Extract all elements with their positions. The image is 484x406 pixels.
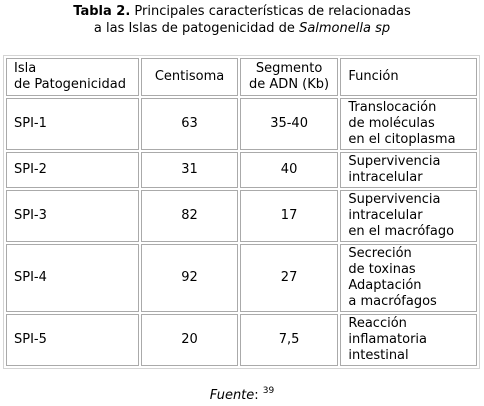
header-centisoma: Centisoma — [141, 58, 238, 96]
header-funcion: Función — [340, 58, 477, 96]
caption-line-2: a las Islas de patogenicidad de Salmonel… — [0, 20, 484, 37]
funcion-line: de moléculas — [348, 116, 435, 131]
pathogenicity-islands-table: Isla de Patogenicidad Centisoma Segmento… — [3, 55, 480, 369]
cell-isla: SPI-2 — [6, 152, 140, 188]
funcion-line: de toxinas — [348, 262, 416, 277]
table-row: SPI-4 92 27 Secreción de toxinas Adaptac… — [6, 244, 477, 312]
cell-segmento: 27 — [239, 244, 339, 312]
funcion-line: intracelular — [348, 170, 423, 185]
header-centisoma-line: Centisoma — [154, 69, 225, 84]
table-caption: Tabla 2. Principales características de … — [0, 3, 484, 37]
funcion-line: Translocación — [348, 100, 437, 115]
header-funcion-line: Función — [348, 69, 399, 84]
cell-segmento: 40 — [239, 152, 339, 188]
cell-centisoma: 31 — [141, 152, 238, 188]
source-separator: : — [254, 388, 263, 403]
source-reference: 39 — [262, 386, 275, 396]
funcion-line: inflamatoria — [348, 332, 427, 347]
funcion-line: en el citoplasma — [348, 132, 456, 147]
funcion-line: intracelular — [348, 208, 423, 223]
header-segmento-line: de ADN (Kb) — [249, 77, 330, 92]
source-note: Fuente: 39 — [0, 386, 484, 403]
caption-organism: Salmonella sp — [299, 21, 391, 36]
funcion-line: Supervivencia — [348, 192, 441, 207]
cell-segmento: 35-40 — [239, 98, 339, 150]
cell-isla: SPI-3 — [6, 190, 140, 242]
header-isla-line: de Patogenicidad — [14, 77, 126, 92]
funcion-line: intestinal — [348, 348, 409, 363]
funcion-line: Reacción — [348, 316, 407, 331]
cell-centisoma: 20 — [141, 314, 238, 366]
header-segmento: Segmento de ADN (Kb) — [239, 58, 339, 96]
caption-title-rest: Principales características de relaciona… — [130, 4, 411, 19]
table-body: Isla de Patogenicidad Centisoma Segmento… — [6, 58, 477, 366]
caption-label: Tabla 2. — [73, 4, 131, 19]
cell-segmento: 7,5 — [239, 314, 339, 366]
cell-segmento: 17 — [239, 190, 339, 242]
caption-title-line2: a las Islas de patogenicidad de — [93, 21, 300, 36]
cell-centisoma: 82 — [141, 190, 238, 242]
header-row: Isla de Patogenicidad Centisoma Segmento… — [6, 58, 477, 96]
caption-line-1: Tabla 2. Principales características de … — [0, 3, 484, 20]
cell-funcion: Secreción de toxinas Adaptación a macróf… — [340, 244, 477, 312]
table-row: SPI-5 20 7,5 Reacción inflamatoria intes… — [6, 314, 477, 366]
cell-isla: SPI-4 — [6, 244, 140, 312]
funcion-line: en el macrófago — [348, 224, 455, 239]
cell-funcion: Translocación de moléculas en el citopla… — [340, 98, 477, 150]
header-isla-line: Isla — [14, 61, 37, 76]
table-row: SPI-1 63 35-40 Translocación de molécula… — [6, 98, 477, 150]
table-row: SPI-3 82 17 Supervivencia intracelular e… — [6, 190, 477, 242]
cell-funcion: Supervivencia intracelular en el macrófa… — [340, 190, 477, 242]
cell-isla: SPI-5 — [6, 314, 140, 366]
cell-centisoma: 92 — [141, 244, 238, 312]
funcion-line: Adaptación — [348, 278, 422, 293]
cell-isla: SPI-1 — [6, 98, 140, 150]
table-row: SPI-2 31 40 Supervivencia intracelular — [6, 152, 477, 188]
header-segmento-line: Segmento — [255, 61, 323, 76]
cell-funcion: Reacción inflamatoria intestinal — [340, 314, 477, 366]
cell-centisoma: 63 — [141, 98, 238, 150]
funcion-line: a macrófagos — [348, 294, 437, 309]
source-label: Fuente — [209, 388, 255, 403]
cell-funcion: Supervivencia intracelular — [340, 152, 477, 188]
funcion-line: Secreción — [348, 246, 412, 261]
funcion-line: Supervivencia — [348, 154, 441, 169]
header-isla: Isla de Patogenicidad — [6, 58, 140, 96]
